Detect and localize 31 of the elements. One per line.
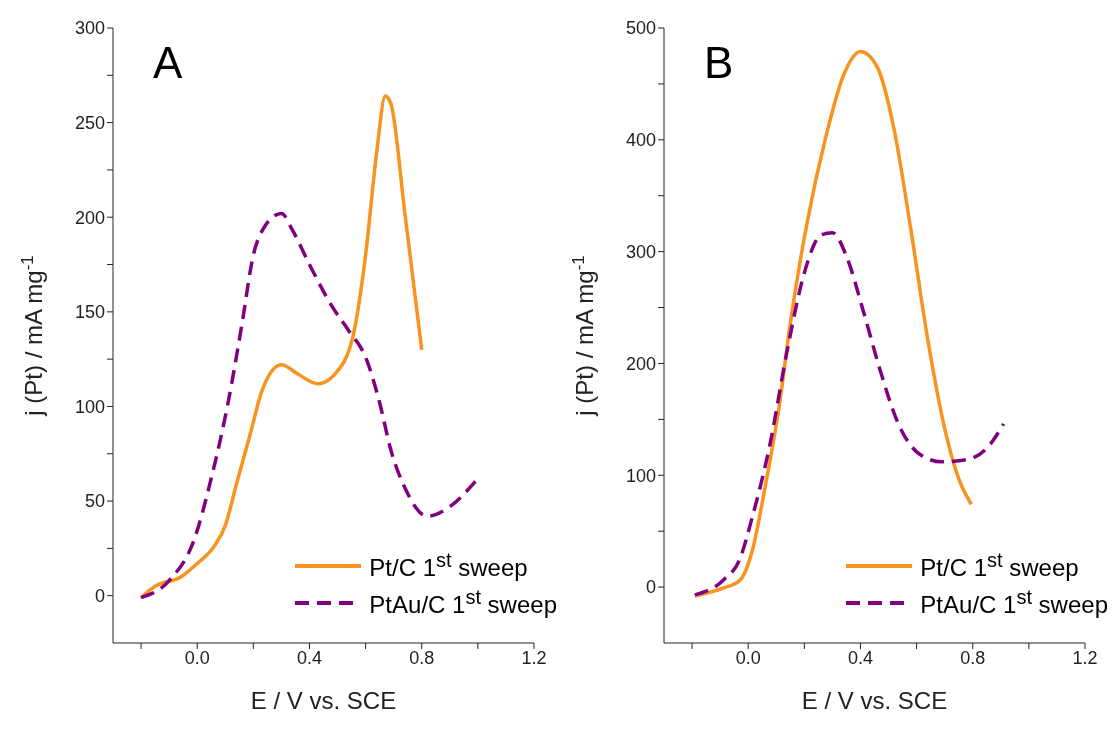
x-tick-label: 1.2 bbox=[1072, 647, 1098, 668]
y-tick-label: 150 bbox=[74, 302, 105, 323]
x-tick-label: 0.4 bbox=[847, 647, 873, 668]
y-tick-label: 50 bbox=[84, 491, 105, 512]
y-tick-label: 500 bbox=[625, 18, 656, 39]
y-tick-label: 0 bbox=[94, 586, 105, 607]
x-axis-title: E / V vs. SCE bbox=[250, 687, 397, 714]
line-series bbox=[693, 230, 1006, 597]
x-tick-label: 0.8 bbox=[409, 647, 435, 668]
x-tick-label: 0.4 bbox=[296, 647, 322, 668]
annotation: A bbox=[153, 38, 183, 88]
x-tick-label: 1.2 bbox=[521, 647, 547, 668]
x-tick-label: 0.0 bbox=[735, 647, 761, 668]
y-tick-label: 400 bbox=[625, 130, 656, 151]
y-tick-label: 200 bbox=[74, 207, 105, 228]
y-tick-label: 250 bbox=[74, 113, 105, 134]
x-tick-label: 0.8 bbox=[960, 647, 986, 668]
y-tick-label: 300 bbox=[625, 242, 656, 263]
legend-label: Pt/C 1$^{st}$ sweep bbox=[369, 549, 528, 582]
legend-label: Pt/C 1$^{st}$ sweep bbox=[920, 549, 1079, 582]
y-tick-label: 100 bbox=[625, 465, 656, 486]
y-tick-label: 300 bbox=[74, 18, 105, 39]
legend-label: PtAu/C 1$^{st}$ sweep bbox=[369, 586, 557, 619]
y-tick-label: 200 bbox=[625, 353, 656, 374]
y-tick-label: 100 bbox=[74, 396, 105, 417]
x-axis-title: E / V vs. SCE bbox=[801, 687, 948, 714]
annotation: B bbox=[704, 38, 734, 88]
x-tick-label: 0.0 bbox=[184, 647, 210, 668]
legend-label: PtAu/C 1$^{st}$ sweep bbox=[920, 586, 1108, 619]
y-tick-label: 0 bbox=[645, 577, 656, 598]
line-series bbox=[693, 49, 974, 598]
